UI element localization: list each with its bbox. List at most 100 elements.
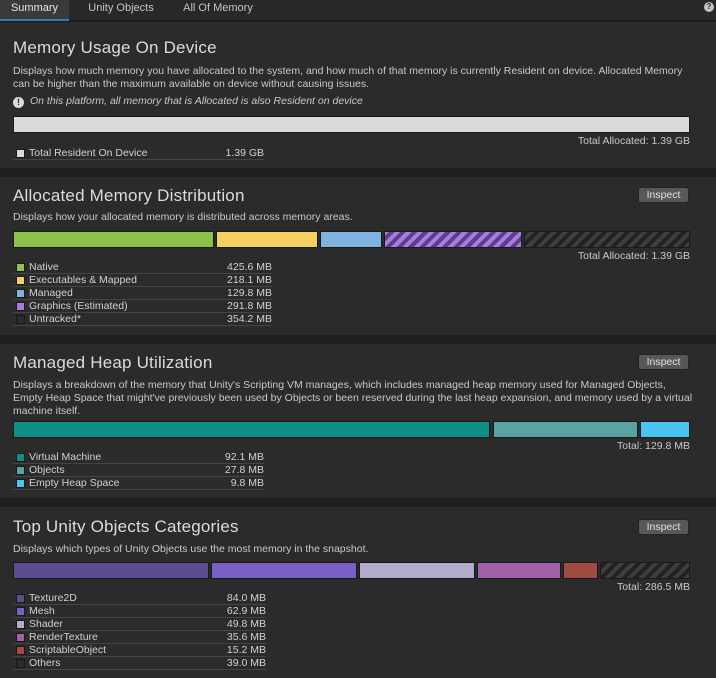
legend-swatch <box>16 646 25 655</box>
legend-swatch <box>16 607 25 616</box>
tab-unity-objects[interactable]: Unity Objects <box>88 2 154 14</box>
legend-label: ScriptableObject <box>29 644 107 656</box>
section-description: Displays which types of Unity Objects us… <box>13 543 369 555</box>
legend-label: Mesh <box>29 605 55 617</box>
platform-note-text: On this platform, all memory that is All… <box>30 95 363 107</box>
legend-label: Total Resident On Device <box>29 147 148 159</box>
memory-usage-section: Memory Usage On Device Displays how much… <box>0 22 716 168</box>
legend-row: Texture2D 84.0 MB <box>13 592 266 605</box>
legend-row: Untracked* 354.2 MB <box>13 313 272 326</box>
bar-segment-empty-heap[interactable] <box>640 421 690 438</box>
legend-swatch <box>16 594 25 603</box>
tab-summary[interactable]: Summary <box>0 0 69 21</box>
bar-segment-texture2d[interactable] <box>13 562 209 579</box>
legend-label: Objects <box>29 464 65 476</box>
legend-label: Managed <box>29 287 73 299</box>
legend-swatch <box>16 263 25 272</box>
total-allocated-label: Total Allocated: 1.39 GB <box>577 135 690 147</box>
legend-row: Mesh 62.9 MB <box>13 605 266 618</box>
section-description: Displays how your allocated memory is di… <box>13 211 353 223</box>
legend-label: Virtual Machine <box>29 451 102 463</box>
section-title: Managed Heap Utilization <box>13 353 213 372</box>
legend-swatch <box>16 453 25 462</box>
legend-value: 27.8 MB <box>224 464 264 476</box>
legend-value: 9.8 MB <box>230 477 264 489</box>
platform-note: ! On this platform, all memory that is Al… <box>13 95 363 108</box>
managed-heap-section: Managed Heap Utilization Inspect Display… <box>0 344 716 498</box>
legend-value: 15.2 MB <box>226 644 266 656</box>
bar-segment-resident[interactable] <box>13 116 690 133</box>
legend-label: Texture2D <box>29 592 77 604</box>
legend-label: Shader <box>29 618 63 630</box>
legend-value: 39.0 MB <box>226 657 266 669</box>
legend-value: 92.1 MB <box>224 451 264 463</box>
legend-value: 425.6 MB <box>227 261 272 273</box>
legend-swatch <box>16 659 25 668</box>
bar-segment-scriptableobject[interactable] <box>563 562 598 579</box>
legend-row: Executables & Mapped 218.1 MB <box>13 274 272 287</box>
legend-label: Executables & Mapped <box>29 274 137 286</box>
legend-value: 49.8 MB <box>226 618 266 630</box>
help-icon[interactable]: ? <box>704 2 714 12</box>
legend-value: 291.8 MB <box>227 300 272 312</box>
bar-segment-objects[interactable] <box>493 421 638 438</box>
top-objects-section: Top Unity Objects Categories Inspect Dis… <box>0 507 716 678</box>
legend-label: Native <box>29 261 59 273</box>
legend-value: 84.0 MB <box>226 592 266 604</box>
section-description: Displays how much memory you have alloca… <box>13 65 683 90</box>
legend-swatch <box>16 315 25 324</box>
legend-value: 35.6 MB <box>226 631 266 643</box>
legend-label: Untracked* <box>29 313 81 325</box>
bar-segment-others[interactable] <box>600 562 690 579</box>
legend-swatch <box>16 149 25 158</box>
legend-swatch <box>16 302 25 311</box>
legend-swatch <box>16 466 25 475</box>
bar-segment-shader[interactable] <box>359 562 475 579</box>
legend-row: Native 425.6 MB <box>13 261 272 274</box>
legend-swatch <box>16 620 25 629</box>
legend-row: ScriptableObject 15.2 MB <box>13 644 266 657</box>
bar-segment-executables[interactable] <box>216 231 318 248</box>
legend-value: 218.1 MB <box>227 274 272 286</box>
legend-value: 129.8 MB <box>227 287 272 299</box>
total-allocated-label: Total Allocated: 1.39 GB <box>577 250 690 262</box>
legend-swatch <box>16 276 25 285</box>
resident-memory-bar <box>13 116 690 133</box>
legend-swatch <box>16 289 25 298</box>
section-title: Allocated Memory Distribution <box>13 186 245 205</box>
legend-row: Managed 129.8 MB <box>13 287 272 300</box>
legend-value: 354.2 MB <box>227 313 272 325</box>
tab-bar: Summary Unity Objects All Of Memory ? <box>0 0 716 21</box>
bar-segment-mesh[interactable] <box>211 562 357 579</box>
legend-label: Others <box>29 657 61 669</box>
legend-value: 62.9 MB <box>226 605 266 617</box>
bar-segment-graphics[interactable] <box>384 231 522 248</box>
top-objects-bar <box>13 562 690 579</box>
bar-segment-rendertexture[interactable] <box>477 562 561 579</box>
section-title: Memory Usage On Device <box>13 38 217 57</box>
legend-row: Graphics (Estimated) 291.8 MB <box>13 300 272 313</box>
tab-all-of-memory[interactable]: All Of Memory <box>183 2 253 14</box>
inspect-button[interactable]: Inspect <box>638 519 689 535</box>
section-title: Top Unity Objects Categories <box>13 517 239 536</box>
section-description: Displays a breakdown of the memory that … <box>13 379 693 417</box>
inspect-button[interactable]: Inspect <box>638 354 689 370</box>
legend-row: Total Resident On Device 1.39 GB <box>13 147 264 160</box>
allocated-distribution-section: Allocated Memory Distribution Inspect Di… <box>0 177 716 335</box>
bar-segment-managed[interactable] <box>320 231 382 248</box>
legend-row: Empty Heap Space 9.8 MB <box>13 477 264 490</box>
total-label: Total: 129.8 MB <box>617 440 690 452</box>
legend-swatch <box>16 479 25 488</box>
bar-segment-virtual-machine[interactable] <box>13 421 490 438</box>
legend-row: Objects 27.8 MB <box>13 464 264 477</box>
legend-row: Virtual Machine 92.1 MB <box>13 451 264 464</box>
legend-row: RenderTexture 35.6 MB <box>13 631 266 644</box>
legend-label: Graphics (Estimated) <box>29 300 128 312</box>
legend-row: Shader 49.8 MB <box>13 618 266 631</box>
managed-heap-bar <box>13 421 690 438</box>
bar-segment-untracked[interactable] <box>524 231 690 248</box>
legend-label: Empty Heap Space <box>29 477 120 489</box>
bar-segment-native[interactable] <box>13 231 214 248</box>
warning-icon: ! <box>13 97 24 108</box>
inspect-button[interactable]: Inspect <box>638 187 689 203</box>
